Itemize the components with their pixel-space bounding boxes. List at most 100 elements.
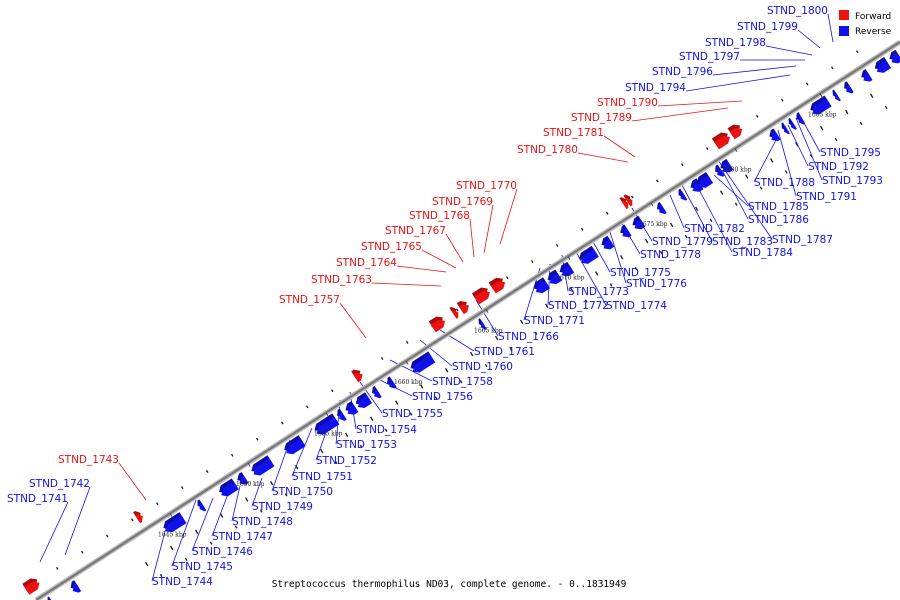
gene-label: STND_1797 (679, 51, 740, 63)
marker-dot (834, 137, 838, 142)
marker-dot (155, 502, 159, 506)
gene-label: STND_1768 (409, 210, 470, 222)
marker-dot (444, 368, 449, 373)
marker-dot (744, 174, 749, 179)
marker-dot (605, 211, 609, 215)
background-markers (55, 50, 888, 578)
reverse-gene-arrow (844, 81, 854, 94)
gene-label: STND_1747 (212, 531, 273, 543)
marker-dot (194, 529, 199, 534)
gene-label: STND_1758 (432, 376, 493, 388)
tick-label: 1675 kbp (639, 221, 668, 228)
leader-line (797, 29, 821, 49)
marker-dot (259, 509, 263, 513)
legend-forward-swatch (839, 10, 849, 20)
leader-line (118, 462, 147, 501)
marker-dot (469, 351, 474, 357)
forward-gene-arrow (133, 510, 143, 524)
reverse-gene-arrow (715, 164, 725, 177)
leader-line (389, 359, 433, 382)
gene-label: STND_1749 (252, 501, 313, 513)
marker-dot (334, 460, 338, 465)
gene-label: STND_1778 (640, 249, 701, 261)
marker-dot (734, 202, 738, 206)
marker-dot (184, 557, 188, 562)
gene-label: STND_1742 (29, 478, 90, 490)
marker-dot (405, 340, 409, 344)
reverse-gene-arrow (832, 89, 841, 102)
leader-line (787, 124, 809, 167)
reverse-gene-arrow (889, 49, 900, 64)
marker-dot (359, 444, 363, 449)
leader-line (609, 231, 627, 284)
marker-dot (159, 573, 163, 578)
leader-line (231, 485, 241, 522)
marker-dot (844, 109, 849, 115)
gene-label: STND_1743 (58, 454, 119, 466)
marker-dot (319, 448, 324, 454)
gene-label: STND_1744 (152, 576, 213, 588)
marker-dot (394, 400, 399, 405)
reverse-gene-arrow (47, 596, 56, 600)
tick-label: 1680 kbp (723, 167, 752, 174)
leader-line (685, 74, 791, 92)
gene-label: STND_1752 (316, 455, 377, 467)
marker-dot (659, 250, 663, 255)
gene-label: STND_1741 (7, 493, 68, 505)
tick-label: 1685 kbp (808, 112, 837, 119)
leader-line (657, 100, 743, 107)
gene-label: STND_1787 (772, 234, 833, 246)
gene-label: STND_1748 (232, 516, 293, 528)
gene-label: STND_1757 (279, 294, 340, 306)
reverse-gene-arrow (345, 401, 359, 415)
reverse-gene-arrow (163, 512, 187, 533)
leader-line (765, 45, 813, 56)
leader-line (211, 493, 229, 537)
marker-dot (719, 190, 724, 195)
leader-line (419, 339, 453, 367)
forward-gene-arrow (449, 306, 459, 319)
leader-line (669, 194, 685, 229)
marker-dot (244, 497, 249, 502)
tick-label: 1665 kbp (474, 327, 503, 334)
gene-label: STND_1782 (684, 223, 745, 235)
gene-label: STND_1772 (548, 300, 609, 312)
marker-dot (280, 421, 284, 425)
marker-dot (755, 114, 759, 118)
marker-dot (530, 260, 534, 264)
marker-dot (684, 234, 688, 239)
reverse-gene-arrow (337, 408, 347, 421)
gene-label: STND_1771 (524, 315, 585, 327)
reverse-gene-arrow (781, 122, 790, 135)
forward-gene-arrow (488, 277, 506, 294)
reverse-gene-arrow (410, 351, 436, 373)
tick-label: 1650 kbp (236, 481, 265, 488)
forward-gene-arrow (727, 124, 743, 140)
leader-line (39, 501, 69, 563)
leader-line (421, 249, 457, 269)
leader-line (681, 184, 713, 242)
marker-dot (494, 335, 499, 341)
gene-label: STND_1751 (292, 471, 353, 483)
reverse-gene-arrow (874, 57, 892, 73)
legend-reverse-label: Reverse (855, 27, 892, 37)
leader-line (151, 519, 169, 582)
legend-reverse-swatch (839, 26, 849, 36)
marker-dot (594, 271, 599, 276)
leader-line (827, 13, 834, 43)
marker-dot (830, 66, 834, 70)
marker-dot (144, 561, 149, 567)
gene-label: STND_1769 (432, 196, 493, 208)
marker-dot (694, 206, 699, 212)
leader-line (371, 282, 442, 287)
gene-label: STND_1765 (361, 241, 422, 253)
marker-dot (309, 476, 313, 481)
reverse-gene-arrow (70, 580, 82, 593)
marker-dot (205, 469, 209, 473)
marker-dot (759, 186, 763, 190)
marker-dot (330, 389, 334, 393)
leader-line (191, 497, 214, 552)
leader-line (396, 265, 447, 273)
marker-dot (209, 541, 213, 545)
leader-line (631, 107, 729, 122)
